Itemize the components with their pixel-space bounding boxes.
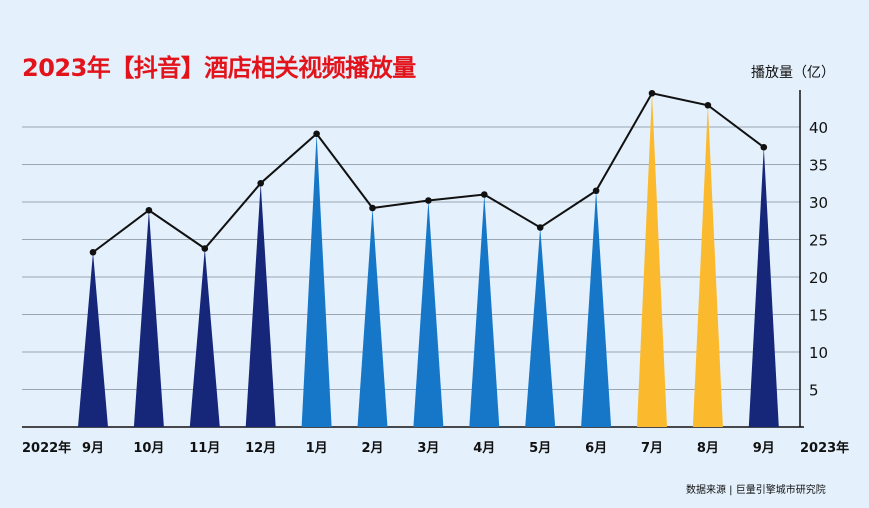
y-tick-label: 25: [809, 232, 828, 250]
bar-triangle: [525, 227, 556, 427]
bar-triangle: [301, 133, 332, 427]
x-tick-label: 1月: [306, 441, 328, 456]
y-tick-label: 5: [809, 382, 819, 400]
data-point: [89, 248, 97, 256]
x-tick-label: 6月: [585, 441, 607, 456]
x-tick-label: 2月: [361, 441, 383, 456]
data-source: 数据来源 | 巨量引擎城市研究院: [686, 485, 826, 496]
y-tick-label: 15: [809, 307, 828, 325]
bar-triangle: [413, 200, 444, 427]
data-point: [704, 101, 712, 109]
bar-triangle: [581, 190, 612, 427]
y-tick-label: 35: [809, 157, 828, 175]
data-point: [592, 187, 600, 195]
bar-triangle: [692, 105, 723, 427]
x-tick-label: 5月: [529, 441, 551, 456]
y-tick-label: 40: [809, 119, 828, 137]
bar-triangle: [189, 248, 220, 427]
data-point: [257, 179, 265, 187]
x-tick-label: 8月: [697, 441, 719, 456]
data-point: [369, 204, 376, 212]
bar-triangle: [78, 252, 108, 427]
x-tick-label: 10月: [133, 441, 164, 456]
x-tick-label: 9月: [753, 441, 775, 456]
bar-triangle: [357, 208, 388, 427]
bar-triangle: [245, 183, 276, 427]
bar-triangle: [133, 210, 164, 427]
data-point: [425, 197, 432, 204]
y-tick-label: 30: [809, 194, 828, 212]
x-tick-label: 11月: [189, 441, 220, 456]
data-point: [201, 245, 209, 252]
chart-title: 2023年【抖音】酒店相关视频播放量: [22, 54, 416, 82]
bar-triangle: [469, 194, 500, 427]
end-year-label: 2023年: [800, 440, 849, 456]
start-year-label: 2022年: [22, 440, 71, 456]
data-point: [145, 206, 153, 214]
x-tick-label: 7月: [641, 441, 663, 456]
data-point: [313, 130, 320, 138]
y-tick-label: 20: [809, 269, 828, 287]
x-tick-label: 12月: [245, 441, 276, 456]
x-tick-label: 3月: [417, 441, 439, 456]
bar-triangle: [748, 147, 779, 427]
bar-triangle: [637, 93, 667, 427]
data-point: [760, 143, 768, 151]
y-axis-unit-label: 播放量（亿）: [751, 65, 835, 81]
y-tick-label: 10: [809, 344, 828, 362]
data-point: [648, 89, 656, 97]
data-point: [536, 224, 544, 231]
data-point: [481, 191, 488, 198]
x-tick-label: 9月: [82, 441, 104, 456]
x-tick-label: 4月: [473, 441, 495, 456]
